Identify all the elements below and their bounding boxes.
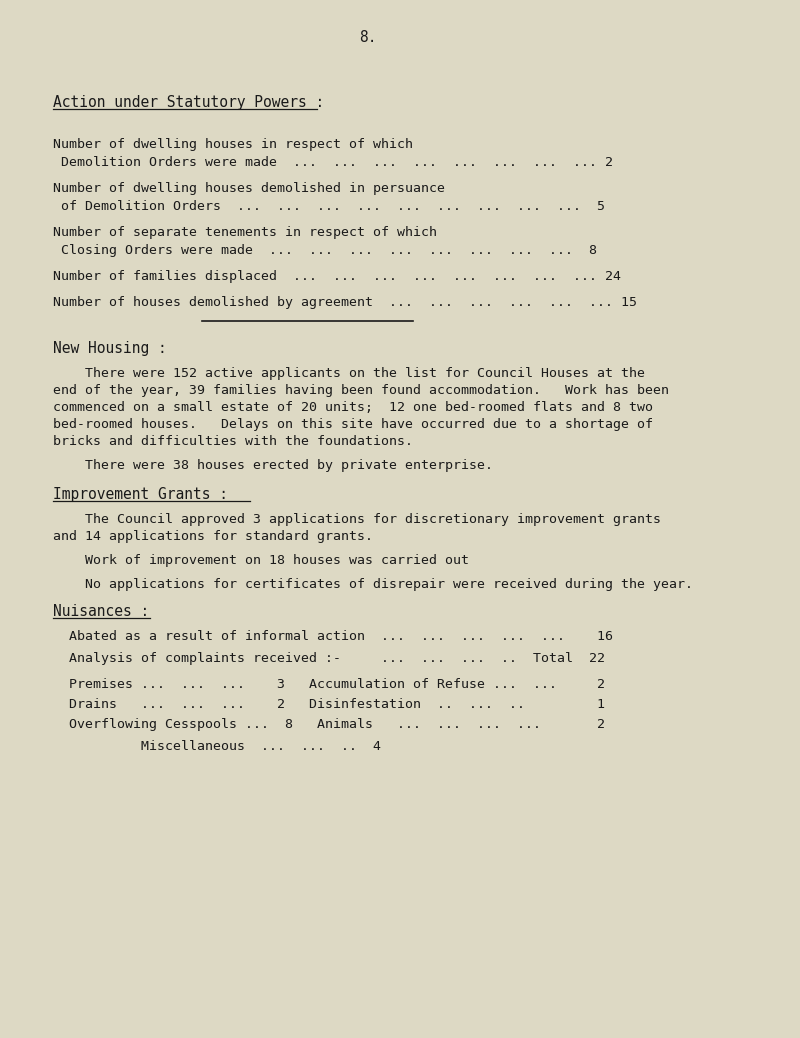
Text: commenced on a small estate of 20 units;  12 one bed-roomed flats and 8 two: commenced on a small estate of 20 units;… bbox=[54, 401, 654, 414]
Text: 8.: 8. bbox=[358, 30, 376, 45]
Text: end of the year, 39 families having been found accommodation.   Work has been: end of the year, 39 families having been… bbox=[54, 384, 670, 397]
Text: Abated as a result of informal action  ...  ...  ...  ...  ...    16: Abated as a result of informal action ..… bbox=[69, 630, 613, 643]
Text: There were 38 houses erected by private enterprise.: There were 38 houses erected by private … bbox=[54, 459, 494, 472]
Text: and 14 applications for standard grants.: and 14 applications for standard grants. bbox=[54, 530, 374, 543]
Text: Number of dwelling houses in respect of which: Number of dwelling houses in respect of … bbox=[54, 138, 414, 151]
Text: Improvement Grants :: Improvement Grants : bbox=[54, 487, 228, 502]
Text: No applications for certificates of disrepair were received during the year.: No applications for certificates of disr… bbox=[54, 578, 694, 591]
Text: Closing Orders were made  ...  ...  ...  ...  ...  ...  ...  ...  8: Closing Orders were made ... ... ... ...… bbox=[54, 244, 598, 257]
Text: Number of houses demolished by agreement  ...  ...  ...  ...  ...  ... 15: Number of houses demolished by agreement… bbox=[54, 296, 638, 309]
Text: There were 152 active applicants on the list for Council Houses at the: There were 152 active applicants on the … bbox=[54, 367, 646, 380]
Text: Nuisances :: Nuisances : bbox=[54, 604, 150, 619]
Text: Overflowing Cesspools ...  8   Animals   ...  ...  ...  ...       2: Overflowing Cesspools ... 8 Animals ... … bbox=[69, 718, 605, 731]
Text: Premises ...  ...  ...    3   Accumulation of Refuse ...  ...     2: Premises ... ... ... 3 Accumulation of R… bbox=[69, 678, 605, 691]
Text: Drains   ...  ...  ...    2   Disinfestation  ..  ...  ..         1: Drains ... ... ... 2 Disinfestation .. .… bbox=[69, 698, 605, 711]
Text: Number of dwelling houses demolished in persuance: Number of dwelling houses demolished in … bbox=[54, 182, 446, 195]
Text: Analysis of complaints received :-     ...  ...  ...  ..  Total  22: Analysis of complaints received :- ... .… bbox=[69, 652, 605, 665]
Text: Work of improvement on 18 houses was carried out: Work of improvement on 18 houses was car… bbox=[54, 554, 470, 567]
Text: Number of separate tenements in respect of which: Number of separate tenements in respect … bbox=[54, 226, 438, 239]
Text: Miscellaneous  ...  ...  ..  4: Miscellaneous ... ... .. 4 bbox=[69, 740, 381, 753]
Text: Demolition Orders were made  ...  ...  ...  ...  ...  ...  ...  ... 2: Demolition Orders were made ... ... ... … bbox=[54, 156, 614, 169]
Text: New Housing :: New Housing : bbox=[54, 342, 167, 356]
Text: Number of families displaced  ...  ...  ...  ...  ...  ...  ...  ... 24: Number of families displaced ... ... ...… bbox=[54, 270, 622, 283]
Text: The Council approved 3 applications for discretionary improvement grants: The Council approved 3 applications for … bbox=[54, 513, 662, 526]
Text: bricks and difficulties with the foundations.: bricks and difficulties with the foundat… bbox=[54, 435, 414, 448]
Text: Action under Statutory Powers :: Action under Statutory Powers : bbox=[54, 95, 325, 110]
Text: of Demolition Orders  ...  ...  ...  ...  ...  ...  ...  ...  ...  5: of Demolition Orders ... ... ... ... ...… bbox=[54, 200, 606, 213]
Text: bed-roomed houses.   Delays on this site have occurred due to a shortage of: bed-roomed houses. Delays on this site h… bbox=[54, 418, 654, 431]
